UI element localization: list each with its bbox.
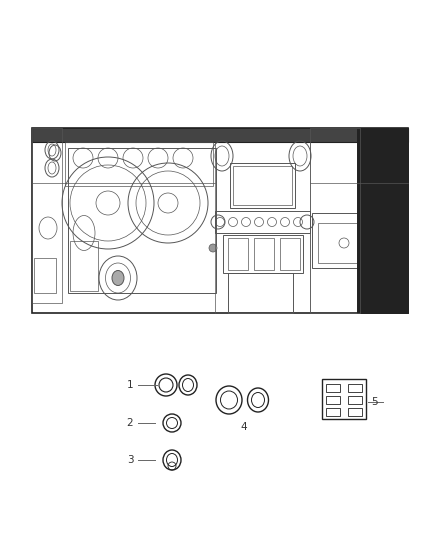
- Bar: [310, 128, 360, 313]
- Bar: [280, 238, 300, 270]
- Bar: [228, 238, 248, 270]
- Bar: [32, 128, 408, 142]
- Bar: [348, 384, 362, 392]
- Bar: [348, 396, 362, 404]
- Bar: [230, 163, 295, 208]
- Bar: [233, 166, 292, 205]
- Bar: [322, 379, 366, 419]
- Bar: [318, 223, 364, 263]
- Text: 1: 1: [127, 380, 133, 390]
- Bar: [348, 408, 362, 416]
- Circle shape: [209, 244, 217, 252]
- Text: 2: 2: [127, 418, 133, 428]
- Bar: [326, 408, 340, 416]
- Bar: [70, 241, 98, 291]
- Bar: [32, 128, 62, 303]
- Bar: [223, 235, 303, 273]
- Ellipse shape: [112, 271, 124, 286]
- Bar: [326, 384, 340, 392]
- Bar: [357, 128, 408, 313]
- Bar: [254, 238, 274, 270]
- Bar: [34, 258, 56, 293]
- Bar: [68, 148, 216, 293]
- Bar: [215, 211, 310, 233]
- Bar: [326, 396, 340, 404]
- Bar: [228, 273, 293, 313]
- Text: 4: 4: [241, 422, 247, 432]
- Bar: [32, 128, 408, 313]
- Text: 5: 5: [372, 397, 378, 407]
- Text: 3: 3: [127, 455, 133, 465]
- Bar: [65, 142, 213, 186]
- Bar: [312, 213, 370, 268]
